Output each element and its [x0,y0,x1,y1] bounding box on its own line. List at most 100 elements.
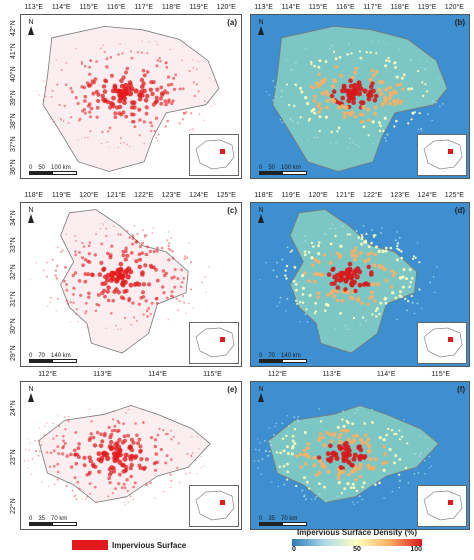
latitude-tick: 29°N [10,345,17,362]
panel-label: (b) [454,18,465,27]
scale-bar: 0 35 70 km [259,516,307,526]
scale-label: 50 [268,165,276,171]
north-arrow-icon: N [256,207,266,223]
scale-bar: 0 35 70 km [29,516,77,526]
longitude-tick: 124°E [189,192,209,199]
scale-label: 70 [268,353,276,359]
scale-label: 70 km [51,516,68,522]
longitude-tick: 116°E [336,4,355,11]
map-panel-b: (b) N 0 50 100 km [250,14,470,179]
inset-locator-map [189,485,239,527]
latitude-tick: 34°N [10,209,17,226]
longitude-tick: 123°E [390,192,410,199]
north-arrow-icon: N [26,386,36,402]
scale-label: 100 km [281,165,301,171]
map-panel-e: (e) N 0 35 70 km [20,381,242,530]
latitude-tick: 33°N [10,237,17,253]
longitude-tick: 119°E [417,4,437,11]
longitude-tick: 121°E [106,192,126,199]
scale-bar: 0 70 140 km [259,353,307,363]
longitude-tick: 120°E [79,192,99,199]
density-tick-min: 0 [292,546,296,553]
longitude-tick: 120°E [216,4,236,11]
region-outline [42,25,220,172]
latitude-tick: 30°N [10,318,17,335]
scale-label: 140 km [281,353,301,359]
density-colorbar [292,539,422,546]
legend-impervious: Impervious Surface [72,540,186,550]
latitude-tick: 37°N [10,136,17,153]
longitude-tick: 115°E [431,371,451,378]
scale-bar: 0 50 100 km [29,165,77,175]
scale-label: 50 [38,165,46,171]
longitude-tick: 113°E [254,4,273,11]
longitude-tick: 113°E [24,4,44,11]
density-tick-max: 100 [410,546,422,553]
impervious-swatch [72,540,108,550]
panel-label: (d) [454,206,465,215]
scale-label: 35 [38,516,46,522]
scale-bar: 0 70 140 km [29,353,77,363]
panel-label: (e) [227,385,237,394]
longitude-tick: 114°E [376,371,396,378]
longitude-tick: 125°E [216,192,236,199]
longitude-tick: 115°E [308,4,328,11]
north-label: N [28,207,34,214]
inset-locator-map [417,134,467,176]
north-arrow-icon: N [256,386,266,402]
longitude-tick: 121°E [335,192,355,199]
inset-locator-map [417,485,467,527]
longitude-tick: 120°E [308,192,328,199]
latitude-tick: 40°N [10,66,17,83]
inset-locator-map [417,322,467,364]
longitude-tick: 112°E [267,371,287,378]
scale-label: 70 km [281,516,298,522]
region-outline [272,25,448,172]
north-label: N [258,207,264,214]
scale-label: 0 [259,516,263,522]
latitude-tick: 23°N [10,448,17,465]
scale-label: 70 [38,353,46,359]
scale-bar: 0 50 100 km [259,165,307,175]
north-arrow-icon: N [26,19,36,35]
scale-label: 0 [29,353,33,359]
panel-label: (a) [227,18,237,27]
longitude-tick: 117°E [134,4,154,11]
longitude-tick: 114°E [281,4,301,11]
longitude-tick: 119°E [51,192,71,199]
density-tick-mid: 50 [353,546,361,553]
longitude-tick: 115°E [79,4,99,11]
map-panel-c: (c) N 0 70 140 km [20,202,242,367]
north-label: N [28,386,34,393]
north-arrow-icon: N [26,207,36,223]
latitude-tick: 22°N [10,497,17,514]
latitude-tick: 42°N [10,20,17,36]
longitude-tick: 122°E [134,192,154,199]
north-label: N [258,386,264,393]
latitude-tick: 31°N [10,291,17,308]
density-title: Impervious Surface Density (%) [296,528,418,537]
scale-label: 35 [268,516,276,522]
longitude-tick: 113°E [322,371,342,378]
panel-label: (c) [227,206,237,215]
latitude-tick: 38°N [10,113,17,129]
legend-density: Impervious Surface Density (%) 0 50 100 [292,528,422,556]
longitude-tick: 119°E [189,4,209,11]
latitude-tick: 41°N [10,43,17,59]
longitude-tick: 116°E [106,4,126,11]
longitude-tick: 117°E [363,4,382,11]
longitude-tick: 118°E [254,192,273,199]
longitude-tick: 123°E [161,192,181,199]
panel-label: (f) [457,385,465,394]
north-arrow-icon: N [256,19,266,35]
longitude-tick: 119°E [281,192,301,199]
scale-label: 0 [29,516,33,522]
scale-label: 0 [259,353,263,359]
scale-label: 0 [259,165,263,171]
longitude-tick: 115°E [203,371,222,378]
longitude-tick: 118°E [24,192,44,199]
longitude-tick: 118°E [161,4,181,11]
longitude-tick: 112°E [38,371,57,378]
latitude-tick: 32°N [10,264,17,280]
latitude-tick: 36°N [10,159,17,176]
